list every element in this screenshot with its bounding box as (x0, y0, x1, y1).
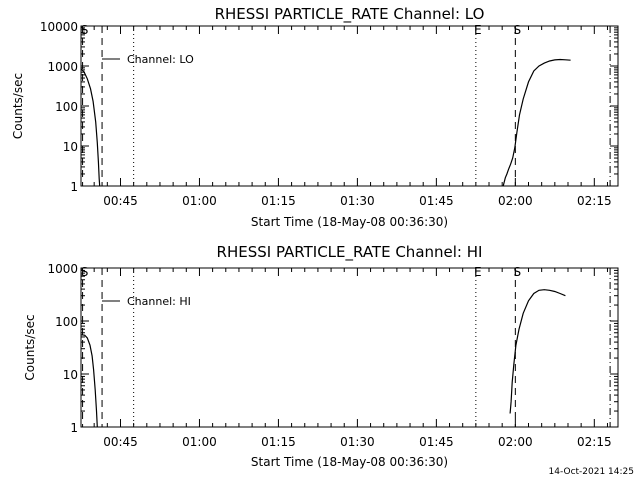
x-axis-label: Start Time (18-May-08 00:36:30) (251, 455, 448, 469)
chart-title: RHESSI PARTICLE_RATE Channel: LO (215, 5, 485, 24)
time-marker-label: E (474, 265, 482, 279)
time-marker-label: E (474, 23, 482, 37)
plot-frame (80, 25, 619, 187)
x-tick-label: 01:00 (182, 194, 217, 208)
y-tick-label: 10000 (40, 20, 78, 34)
x-axis-label: Start Time (18-May-08 00:36:30) (251, 215, 448, 229)
y-axis-label: Counts/sec (23, 314, 37, 380)
x-tick-label: 02:15 (577, 194, 612, 208)
x-tick-label: 01:30 (340, 435, 375, 449)
x-tick-label: 01:45 (419, 435, 454, 449)
time-marker-label: S (81, 265, 89, 279)
x-tick-label: 01:45 (419, 194, 454, 208)
legend-label: Channel: LO (127, 53, 194, 66)
y-tick-label: 1000 (47, 60, 78, 74)
chart-panel-hi: RHESSI PARTICLE_RATE Channel: HI 00:45 01:… (23, 243, 619, 469)
x-tick-label: 01:30 (340, 194, 375, 208)
series-line-segment (80, 68, 101, 187)
x-tick-label: 02:00 (498, 435, 533, 449)
y-axis-label: Counts/sec (11, 73, 25, 139)
x-tick-label: 00:45 (103, 194, 138, 208)
x-tick-label: 00:45 (103, 435, 138, 449)
chart-panel-lo: RHESSI PARTICLE_RATE Channel: LO 00:45 01:… (11, 5, 619, 229)
footer-timestamp: 14-Oct-2021 14:25 (549, 467, 634, 477)
series-line-segment (80, 334, 98, 428)
time-marker-label: S (514, 23, 522, 37)
plot-frame (80, 267, 619, 428)
series-line-segment (502, 58, 571, 187)
legend-label: Channel: HI (127, 295, 191, 308)
y-tick-label: 1 (70, 421, 78, 435)
y-tick-label: 100 (55, 100, 78, 114)
time-marker-label: S (81, 23, 89, 37)
chart-title: RHESSI PARTICLE_RATE Channel: HI (217, 243, 483, 262)
x-tick-label: 02:00 (498, 194, 533, 208)
x-tick-label: 01:00 (182, 435, 217, 449)
y-tick-label: 10 (63, 368, 78, 382)
x-tick-label: 02:15 (577, 435, 612, 449)
y-tick-label: 1000 (47, 262, 78, 276)
y-tick-label: 100 (55, 315, 78, 329)
x-tick-label: 01:15 (261, 435, 296, 449)
y-tick-label: 10 (63, 140, 78, 154)
series-line-segment (509, 289, 566, 414)
x-tick-label: 01:15 (261, 194, 296, 208)
time-marker-label: S (514, 265, 522, 279)
y-tick-label: 1 (70, 180, 78, 194)
